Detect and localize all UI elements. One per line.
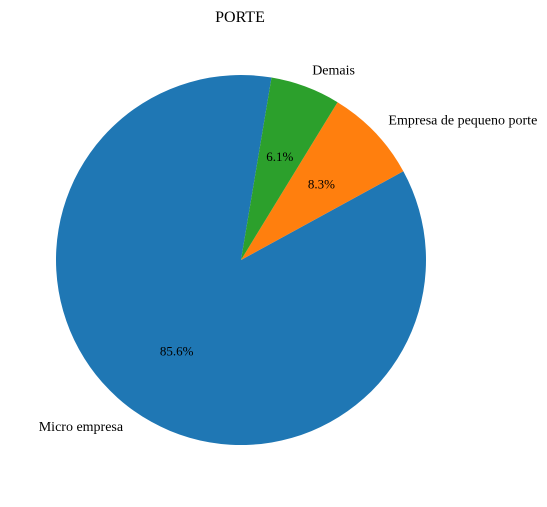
chart-title: PORTE bbox=[215, 9, 265, 26]
pie-labels: Micro empresa 85.6% Empresa de pequeno por… bbox=[39, 63, 538, 434]
slice-label-demais: Demais bbox=[312, 63, 355, 78]
slice-pct-demais: 6.1% bbox=[266, 149, 293, 164]
pie-slice-micro-empresa bbox=[55, 75, 426, 446]
slice-label-micro-empresa: Micro empresa bbox=[39, 420, 124, 435]
slice-label-empresa-de-pequeno-porte: Empresa de pequeno porte bbox=[388, 114, 537, 129]
pie-slices bbox=[55, 75, 426, 446]
pie-slice-demais bbox=[241, 77, 338, 260]
pie-slice-empresa-de-pequeno-porte bbox=[241, 102, 404, 260]
slice-pct-micro-empresa: 85.6% bbox=[160, 344, 194, 359]
slice-pct-empresa-de-pequeno-porte: 8.3% bbox=[308, 177, 335, 192]
